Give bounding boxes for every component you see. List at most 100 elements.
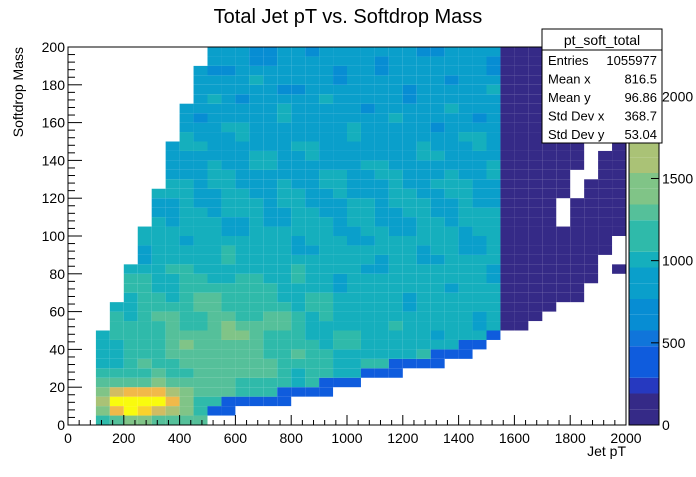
heatmap-cell <box>151 254 166 265</box>
heatmap-cell <box>193 387 208 397</box>
heatmap-cell <box>430 283 445 293</box>
heatmap-cell <box>179 141 194 151</box>
heatmap-cell <box>486 292 501 303</box>
heatmap-cell <box>388 150 403 161</box>
heatmap-cell <box>319 160 334 170</box>
heatmap-cell <box>221 349 236 359</box>
heatmap-cell <box>249 349 264 359</box>
heatmap-cell <box>360 47 375 57</box>
heatmap-cell <box>151 330 166 340</box>
heatmap-cell <box>486 283 501 293</box>
heatmap-cell <box>598 198 613 208</box>
heatmap-cell <box>207 65 222 76</box>
heatmap-cell <box>151 387 166 397</box>
heatmap-cell <box>500 179 515 189</box>
heatmap-cell <box>291 368 306 378</box>
heatmap-cell <box>444 169 459 180</box>
heatmap-cell <box>249 283 264 293</box>
heatmap-cell <box>360 330 375 340</box>
heatmap-cell <box>388 236 403 246</box>
heatmap-cell <box>263 368 278 378</box>
heatmap-cell <box>123 292 138 303</box>
heatmap-cell <box>137 226 152 236</box>
heatmap-cell <box>514 47 529 57</box>
heatmap-cell <box>458 56 473 66</box>
heatmap-cell <box>151 377 166 388</box>
heatmap-cell <box>179 321 194 331</box>
heatmap-cell <box>500 56 515 66</box>
heatmap-cell <box>319 103 334 114</box>
heatmap-cell <box>514 283 529 293</box>
heatmap-cell <box>430 122 445 133</box>
heatmap-cell <box>430 132 445 142</box>
heatmap-cell <box>458 160 473 170</box>
heatmap-cell <box>500 302 515 312</box>
heatmap-cell <box>514 264 529 274</box>
heatmap-cell <box>416 358 431 369</box>
heatmap-cell <box>430 160 445 170</box>
heatmap-cell <box>235 330 250 340</box>
heatmap-cell <box>263 56 278 66</box>
heatmap-cell <box>472 273 487 284</box>
heatmap-cell <box>374 273 389 284</box>
heatmap-cell <box>235 188 250 199</box>
heatmap-cell <box>347 368 361 378</box>
heatmap-cell <box>514 150 529 161</box>
heatmap-cell <box>333 349 347 359</box>
heatmap-cell <box>416 330 431 340</box>
heatmap-cell <box>486 188 501 199</box>
heatmap-cell <box>430 207 445 218</box>
heatmap-cell <box>207 150 222 161</box>
heatmap-cell <box>486 113 501 123</box>
heatmap-cell <box>193 217 208 227</box>
heatmap-cell <box>235 84 250 95</box>
heatmap-cell <box>612 160 626 170</box>
heatmap-cell <box>598 245 613 255</box>
heatmap-cell <box>207 56 222 66</box>
heatmap-cell <box>235 47 250 57</box>
heatmap-cell <box>277 377 292 388</box>
heatmap-cell <box>179 415 194 425</box>
heatmap-cell <box>444 273 459 284</box>
heatmap-cell <box>360 339 375 350</box>
heatmap-cell <box>207 358 222 369</box>
colorbar-swatch <box>629 377 659 394</box>
heatmap-cell <box>207 94 222 104</box>
heatmap-cell <box>347 122 361 133</box>
heatmap-cell <box>528 292 543 303</box>
heatmap-cell <box>179 198 194 208</box>
heatmap-cell <box>291 349 306 359</box>
heatmap-cell <box>235 236 250 246</box>
heatmap-cell <box>221 311 236 322</box>
heatmap-cell <box>263 254 278 265</box>
heatmap-cell <box>123 283 138 293</box>
heatmap-cell <box>360 207 375 218</box>
heatmap-cell <box>333 321 347 331</box>
heatmap-cell <box>277 179 292 189</box>
heatmap-cell <box>598 226 613 236</box>
heatmap-cell <box>402 150 417 161</box>
heatmap-cell <box>277 283 292 293</box>
heatmap-cell <box>458 254 473 265</box>
heatmap-cell <box>263 226 278 236</box>
heatmap-cell <box>444 94 459 104</box>
heatmap-cell <box>360 358 375 369</box>
heatmap-cell <box>570 283 585 293</box>
heatmap-cell <box>249 84 264 95</box>
heatmap-cell <box>319 283 334 293</box>
heatmap-cell <box>207 141 222 151</box>
heatmap-cell <box>305 254 320 265</box>
heatmap-cell <box>193 406 208 416</box>
heatmap-cell <box>416 283 431 293</box>
heatmap-cell <box>137 254 152 265</box>
heatmap-cell <box>416 349 431 359</box>
heatmap-cell <box>347 349 361 359</box>
heatmap-cell <box>556 150 571 161</box>
heatmap-cell <box>291 75 306 85</box>
heatmap-cell <box>388 321 403 331</box>
heatmap-cell <box>486 141 501 151</box>
heatmap-cell <box>444 56 459 66</box>
heatmap-cell <box>319 94 334 104</box>
heatmap-cell <box>263 103 278 114</box>
x-tick-label: 1000 <box>331 430 362 446</box>
